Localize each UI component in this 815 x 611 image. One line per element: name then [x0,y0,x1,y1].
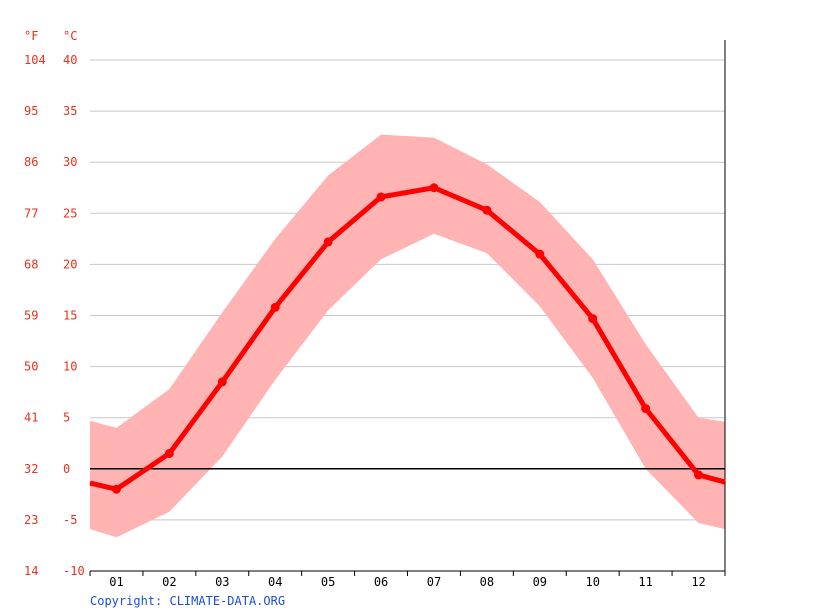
y-tick-label-fahrenheit: 104 [24,53,46,67]
mean-temperature-point [217,377,227,387]
y-tick-label-fahrenheit: 14 [24,564,38,578]
mean-temperature-point [535,249,545,259]
mean-temperature-point [376,192,386,202]
y-tick-label-celsius: 40 [63,53,77,67]
mean-line-layer [89,183,726,494]
range-band-layer [90,134,725,538]
copyright-text[interactable]: Copyright: CLIMATE-DATA.ORG [90,594,286,608]
y-tick-label-fahrenheit: 77 [24,206,38,220]
y-tick-label-celsius: 30 [63,155,77,169]
y-tick-label-celsius: 15 [63,309,77,323]
y-tick-label-celsius: 0 [63,462,70,476]
y-tick-label-celsius: -5 [63,513,77,527]
x-tick-label: 03 [215,575,229,589]
mean-temperature-point [429,183,439,193]
y-tick-label-celsius: 10 [63,360,77,374]
celsius-unit-label: °C [63,29,77,43]
y-tick-label-celsius: 5 [63,411,70,425]
y-tick-label-celsius: 25 [63,206,77,220]
x-tick-label: 05 [321,575,335,589]
y-tick-label-fahrenheit: 59 [24,309,38,323]
x-tick-label: 07 [427,575,441,589]
y-tick-label-fahrenheit: 95 [24,104,38,118]
y-tick-label-celsius: 20 [63,257,77,271]
y-tick-label-celsius: 35 [63,104,77,118]
y-tick-label-fahrenheit: 68 [24,257,38,271]
mean-temperature-point [694,470,704,480]
y-tick-label-fahrenheit: 41 [24,411,38,425]
x-tick-label: 09 [533,575,547,589]
mean-temperature-line [89,185,726,492]
tick-label-layer: -10 14 -5 23 0 32 5 41 10 50 15 59 20 68 25 77 30 86 35 95 4… [24,29,706,589]
mean-temperature-point [270,302,280,312]
x-tick-label: 02 [162,575,176,589]
x-tick-label: 12 [691,575,705,589]
x-tick-label: 11 [638,575,652,589]
mean-temperature-point [482,205,492,215]
y-tick-label-fahrenheit: 23 [24,513,38,527]
y-tick-label-fahrenheit: 50 [24,360,38,374]
x-tick-label: 06 [374,575,388,589]
x-tick-label: 01 [109,575,123,589]
y-tick-label-fahrenheit: 32 [24,462,38,476]
temperature-range-band [90,134,725,538]
x-tick-label: 10 [585,575,599,589]
mean-temperature-point [164,448,174,458]
fahrenheit-unit-label: °F [24,29,38,43]
mean-temperature-point [111,484,121,494]
mean-temperature-point [588,314,598,324]
y-tick-label-fahrenheit: 86 [24,155,38,169]
x-tick-label: 08 [480,575,494,589]
x-tick-label: 04 [268,575,282,589]
mean-temperature-point [641,404,651,414]
mean-temperature-point [323,237,333,247]
axis-layer [89,40,726,576]
y-tick-label-celsius: -10 [63,564,85,578]
